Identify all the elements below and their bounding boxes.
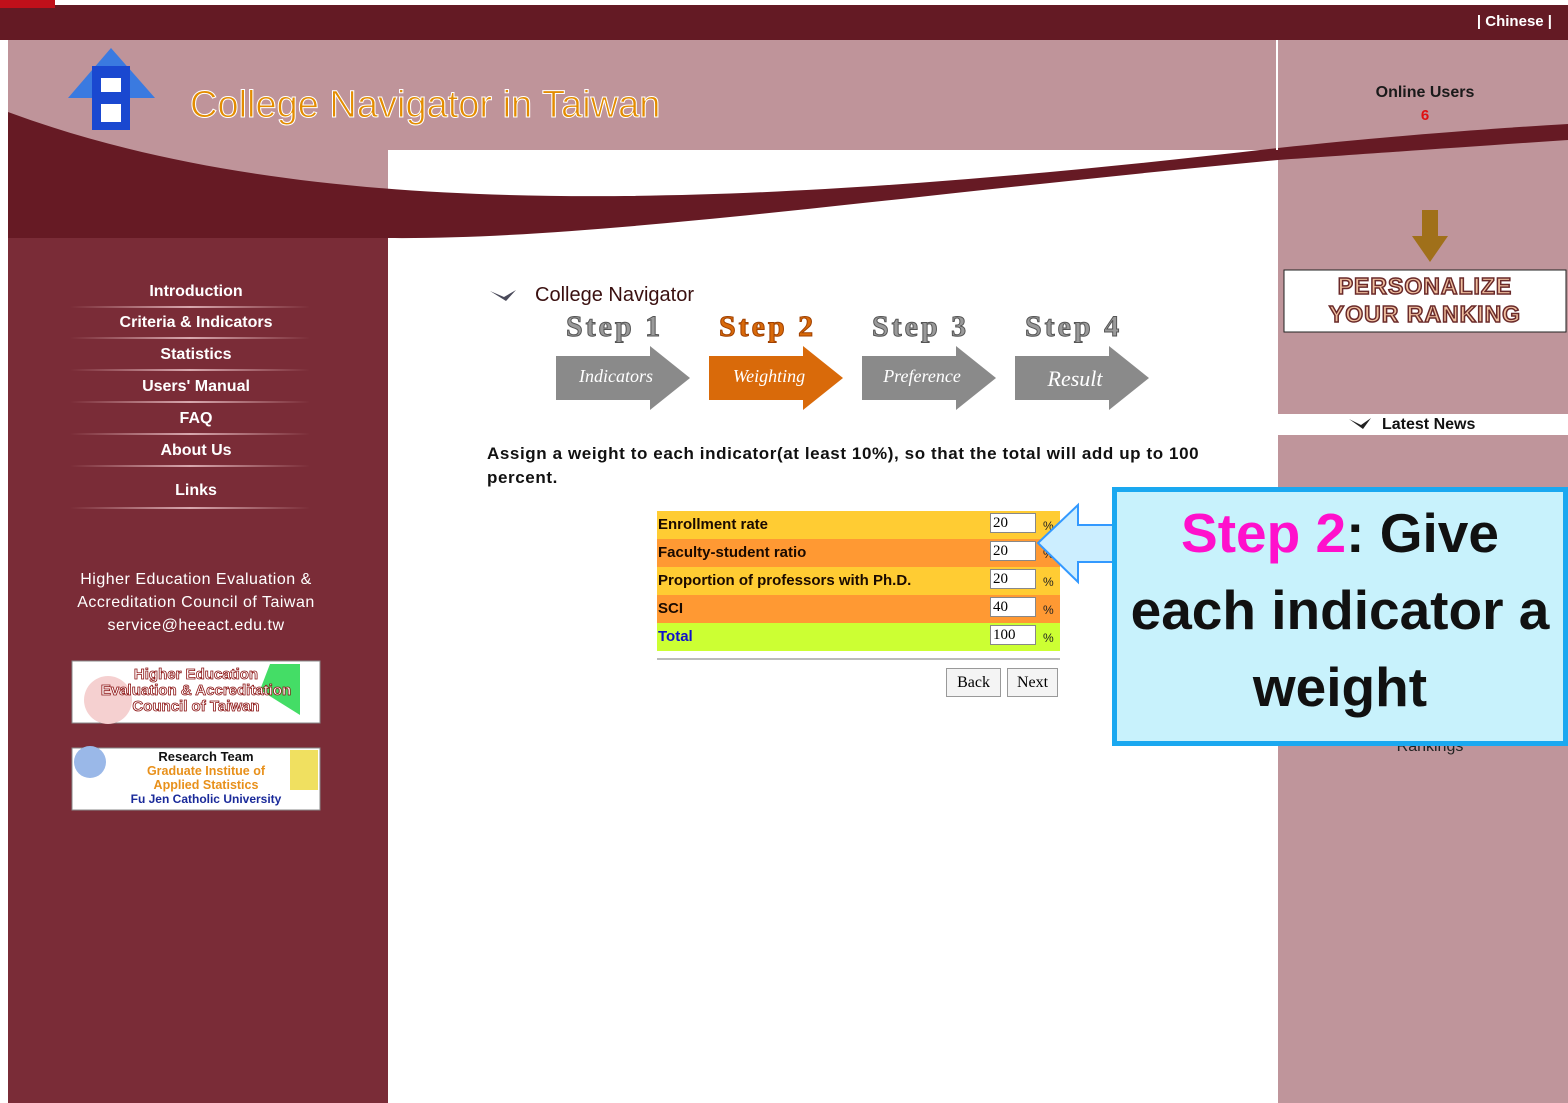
nav-separator <box>70 465 310 467</box>
logo-line: Applied Statistics <box>92 778 320 792</box>
step-label[interactable]: Step 1 <box>566 310 663 344</box>
nav-link[interactable]: Links <box>60 482 332 500</box>
callout-highlight: Step 2 <box>1181 502 1346 564</box>
next-button[interactable]: Next <box>1007 668 1058 697</box>
nav-separator <box>70 306 310 308</box>
instruction: Assign a weight to each indicator(at lea… <box>487 442 1207 490</box>
step-label[interactable]: Step 2 <box>719 310 816 344</box>
table-row: SCI 40% <box>657 595 1060 623</box>
logo-line: Evaluation & Accreditation <box>72 683 320 699</box>
nav-separator <box>70 337 310 339</box>
nav-link[interactable]: Users' Manual <box>60 378 332 396</box>
nav-link[interactable]: Criteria & Indicators <box>60 314 332 332</box>
back-button[interactable]: Back <box>946 668 1001 697</box>
logo-line: Fu Jen Catholic University <box>92 792 320 806</box>
indicator-label: SCI <box>658 600 683 617</box>
weight-input[interactable]: 40 <box>990 597 1036 617</box>
nav-link[interactable]: Statistics <box>60 346 332 364</box>
indicator-label: Faculty-student ratio <box>658 544 806 561</box>
nav-link[interactable]: FAQ <box>60 410 332 428</box>
logo-line: Council of Taiwan <box>72 699 320 715</box>
team-logo[interactable]: Research Team Graduate Institue of Appli… <box>92 750 320 806</box>
callout: Step 2: Give each indicator a weight <box>1112 487 1568 746</box>
personalize-banner[interactable]: PERSONALIZE YOUR RANKING <box>1284 272 1566 328</box>
section-title: College Navigator <box>535 284 694 307</box>
org-email[interactable]: service@heeact.edu.tw <box>30 614 362 637</box>
promo-line: YOUR RANKING <box>1284 300 1566 328</box>
language-link[interactable]: | Chinese | <box>1477 13 1552 30</box>
nav-separator <box>70 369 310 371</box>
step-name[interactable]: Result <box>1015 366 1135 392</box>
nav-link[interactable]: Introduction <box>60 283 332 301</box>
step-label[interactable]: Step 3 <box>872 310 969 344</box>
logo-line: Research Team <box>92 750 320 764</box>
org-line: Accreditation Council of Taiwan <box>30 591 362 614</box>
indicator-label: Enrollment rate <box>658 516 768 533</box>
logo-line: Higher Education <box>72 667 320 683</box>
indicator-label: Proportion of professors with Ph.D. <box>658 572 911 589</box>
nav-separator <box>70 401 310 403</box>
step-name[interactable]: Weighting <box>709 366 829 387</box>
org-line: Higher Education Evaluation & <box>30 568 362 591</box>
logo-line: Graduate Institue of <box>92 764 320 778</box>
unit: % <box>1043 631 1054 645</box>
weight-input[interactable]: 100 <box>990 625 1036 645</box>
nav-link[interactable]: About Us <box>60 442 332 460</box>
site-title: College Navigator in Taiwan <box>190 84 660 127</box>
step-name[interactable]: Preference <box>862 366 982 387</box>
org-info: Higher Education Evaluation & Accreditat… <box>30 568 362 637</box>
step-label[interactable]: Step 4 <box>1025 310 1122 344</box>
news-title: Latest News <box>1382 416 1475 434</box>
nav-separator <box>70 507 310 509</box>
body: | Chinese | College Navigator in Taiwan … <box>0 0 1568 1103</box>
step-name[interactable]: Indicators <box>556 366 676 387</box>
unit: % <box>1043 603 1054 617</box>
promo-line: PERSONALIZE <box>1284 272 1566 300</box>
online-count: 6 <box>1330 107 1520 124</box>
table-row: Proportion of professors with Ph.D.20% <box>657 567 1060 595</box>
online-label: Online Users <box>1330 84 1520 102</box>
page: {"topbar": {"language": "| Chinese |"}, … <box>0 0 1568 1103</box>
indicator-label: Total <box>658 628 693 645</box>
nav-separator <box>70 433 310 435</box>
table-row: Total 100% <box>657 623 1060 651</box>
heeact-logo[interactable]: Higher Education Evaluation & Accreditat… <box>72 667 320 715</box>
